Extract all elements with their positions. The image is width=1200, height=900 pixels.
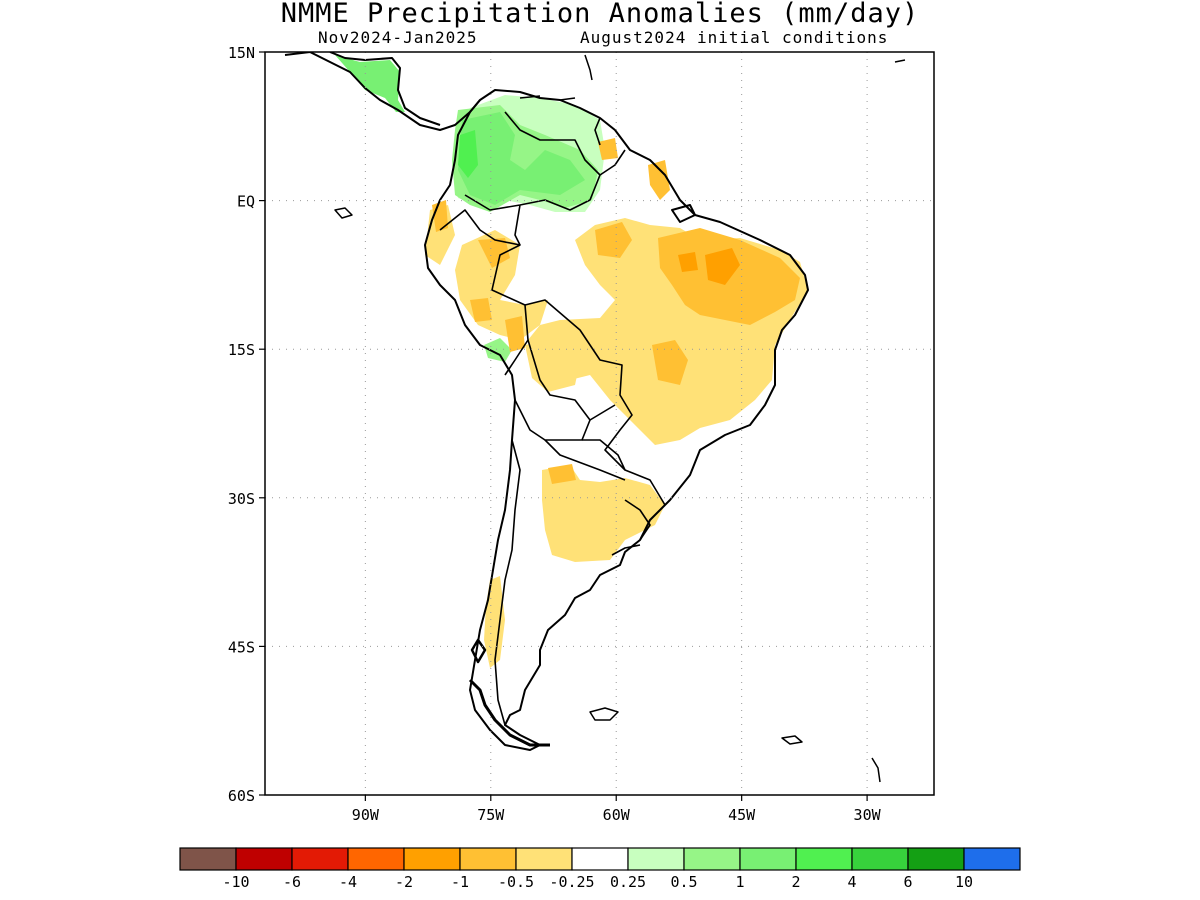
legend-swatch	[683, 847, 741, 871]
anomaly-argentina-drier	[548, 464, 576, 484]
anomaly-amapa-dry	[648, 160, 670, 200]
border-argentina-chile	[494, 439, 521, 726]
legend-swatch	[347, 847, 405, 871]
lat-label: 30S	[228, 490, 255, 508]
legend-swatch	[515, 847, 573, 871]
lat-label: 15N	[228, 44, 255, 62]
legend-swatch	[795, 847, 853, 871]
lat-label: 60S	[228, 787, 255, 805]
legend-swatch	[627, 847, 685, 871]
map-title: NMME Precipitation Anomalies (mm/day)	[280, 0, 920, 29]
coastline-central-america	[284, 52, 481, 131]
legend-label: -2	[395, 873, 413, 891]
anomaly-shading	[335, 55, 808, 668]
anomaly-peru-drier-2	[470, 298, 492, 322]
lon-label: 45W	[728, 806, 756, 824]
initial-conditions: August2024 initial conditions	[580, 28, 889, 47]
legend-swatch	[963, 847, 1021, 871]
legend-labels: -10 -6 -4 -2 -1 -0.5 -0.25 0.25 0.5 1 2 4 6 10	[222, 873, 973, 891]
legend-label: -0.5	[498, 873, 534, 891]
border-venezuela	[594, 117, 626, 176]
anomaly-bolivia-wet	[484, 338, 512, 362]
legend-label: 0.5	[670, 873, 697, 891]
lat-label: 45S	[228, 638, 255, 656]
lat-label: 15S	[228, 341, 255, 359]
plot-frame	[264, 51, 935, 796]
legend-swatch	[459, 847, 517, 871]
legend-swatch	[235, 847, 293, 871]
legend-label: -10	[222, 873, 249, 891]
lon-label: 60W	[603, 806, 631, 824]
forecast-period: Nov2024-Jan2025	[318, 28, 478, 47]
anomaly-colombia-wetter	[458, 112, 585, 205]
coastline-south-america	[424, 89, 809, 751]
coastline-caribbean	[519, 54, 906, 101]
anomaly-guianas-dry	[598, 138, 618, 160]
coastline-marajo	[671, 204, 696, 223]
anomaly-ne-brazil-core-2	[678, 252, 698, 272]
legend-swatch	[179, 847, 237, 871]
coastline-south-sandwich	[871, 757, 881, 783]
legend-swatch	[571, 847, 629, 871]
anomaly-amazon-patch	[595, 222, 632, 258]
border-uruguay	[624, 499, 651, 541]
lon-label: 30W	[854, 806, 882, 824]
legend-swatch	[851, 847, 909, 871]
legend-label: -0.25	[549, 873, 594, 891]
border-argentina	[544, 439, 641, 556]
anomaly-patagonia-dry	[484, 576, 505, 668]
anomaly-colombia-core	[458, 130, 478, 178]
coastlines	[284, 52, 906, 783]
coastline-tierra-del-fuego	[468, 678, 550, 747]
legend-swatch	[403, 847, 461, 871]
legend-label: 10	[955, 873, 973, 891]
legend-label: -1	[451, 873, 469, 891]
legend-label: 2	[791, 873, 800, 891]
legend-label: 1	[735, 873, 744, 891]
coastline-falklands	[589, 707, 619, 721]
legend-swatch	[291, 847, 349, 871]
legend-swatch	[739, 847, 797, 871]
anomaly-central-brazil-dry	[652, 340, 688, 385]
legend-label: -6	[283, 873, 301, 891]
coastline-galapagos	[334, 207, 353, 219]
lat-label: EQ	[237, 193, 255, 211]
latitude-labels: 15N EQ 15S 30S 45S 60S	[228, 44, 255, 805]
legend-label: 6	[903, 873, 912, 891]
legend-label: 0.25	[610, 873, 646, 891]
border-paraguay	[582, 404, 626, 471]
coastline-south-georgia	[781, 735, 803, 745]
anomaly-peru-drier	[478, 238, 510, 268]
anomaly-bolivia-drier	[505, 316, 525, 352]
legend-swatch	[907, 847, 965, 871]
longitude-labels: 90W 75W 60W 45W 30W	[352, 806, 882, 824]
legend-label: -4	[339, 873, 357, 891]
lon-label: 90W	[352, 806, 380, 824]
anomaly-central-america-wet	[335, 55, 405, 112]
border-brazil	[524, 299, 666, 521]
border-peru	[439, 209, 529, 376]
color-legend	[179, 847, 1021, 871]
lon-label: 75W	[477, 806, 505, 824]
anomaly-ne-brazil-core	[705, 248, 740, 285]
axis-ticks	[259, 51, 868, 801]
anomaly-argentina-dry	[542, 465, 665, 562]
graticule	[265, 52, 934, 795]
legend-label: 4	[847, 873, 856, 891]
border-colombia	[464, 111, 601, 246]
